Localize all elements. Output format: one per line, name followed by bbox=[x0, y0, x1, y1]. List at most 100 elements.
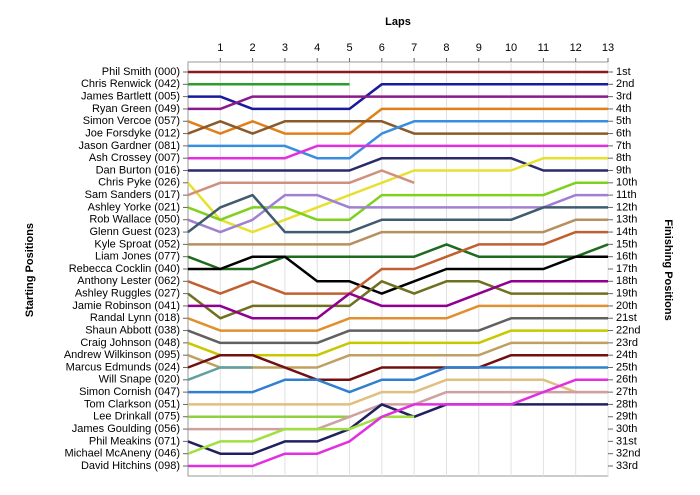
position-line bbox=[188, 95, 608, 111]
y2-tick-label: 30th bbox=[616, 423, 637, 435]
position-line bbox=[188, 144, 608, 160]
y2-tick-label: 31st bbox=[616, 435, 637, 447]
y2-tick-label: 22nd bbox=[616, 324, 640, 336]
driver-label: Jamie Robinson (041) bbox=[72, 300, 180, 312]
x-tick-label: 10 bbox=[505, 42, 517, 54]
position-line bbox=[187, 304, 608, 332]
y2-tick-label: 8th bbox=[616, 152, 631, 164]
driver-label: Andrew Wilkinson (095) bbox=[64, 349, 180, 361]
y2-tick-label: 2nd bbox=[616, 78, 634, 90]
y2-tick-label: 21st bbox=[616, 312, 637, 324]
driver-label: Shaun Abbott (038) bbox=[85, 324, 180, 336]
position-line bbox=[188, 378, 608, 406]
chart-title: Laps bbox=[385, 16, 411, 28]
position-line bbox=[187, 193, 608, 234]
position-line bbox=[187, 415, 415, 455]
driver-label: Anthony Lester (062) bbox=[77, 275, 180, 287]
position-line bbox=[187, 317, 608, 345]
position-line bbox=[188, 83, 608, 111]
y2-tick-label: 20th bbox=[616, 300, 637, 312]
driver-label: Simon Vercoe (057) bbox=[83, 115, 180, 127]
driver-label: Tom Clarkson (051) bbox=[84, 398, 180, 410]
position-line bbox=[188, 378, 608, 468]
position-line bbox=[188, 280, 608, 320]
driver-label: Liam Jones (077) bbox=[95, 251, 180, 263]
y2-tick-label: 33rd bbox=[616, 460, 638, 472]
position-line bbox=[187, 366, 253, 381]
x-tick-label: 8 bbox=[443, 42, 449, 54]
y2-tick-label: 6th bbox=[616, 127, 631, 139]
x-tick-label: 1 bbox=[217, 42, 223, 54]
y2-tick-label: 1st bbox=[616, 66, 631, 78]
y2-tick-label: 17th bbox=[616, 263, 637, 275]
driver-label: Kyle Sproat (052) bbox=[94, 238, 180, 250]
y2-tick-label: 9th bbox=[616, 164, 631, 176]
driver-label: Phil Meakins (071) bbox=[89, 435, 180, 447]
position-line bbox=[188, 156, 608, 172]
y-axis-label: Starting Positions bbox=[24, 223, 36, 317]
x-tick-label: 11 bbox=[538, 42, 549, 54]
driver-label: Ashley Ruggles (027) bbox=[75, 288, 180, 300]
position-line bbox=[187, 169, 415, 197]
y2-tick-label: 28th bbox=[616, 398, 637, 410]
position-line bbox=[187, 329, 608, 357]
driver-label: David Hitchins (098) bbox=[81, 460, 180, 472]
y2-tick-label: 29th bbox=[616, 411, 637, 423]
y2-tick-label: 13th bbox=[616, 214, 637, 226]
x-tick-label: 13 bbox=[602, 42, 614, 54]
driver-label: Phil Smith (000) bbox=[102, 66, 180, 78]
x-tick-label: 4 bbox=[314, 42, 320, 54]
position-line bbox=[187, 280, 608, 320]
position-line bbox=[187, 107, 608, 135]
driver-label: Rebecca Cocklin (040) bbox=[69, 263, 180, 275]
y2-tick-label: 5th bbox=[616, 115, 631, 127]
position-line bbox=[187, 341, 608, 369]
x-tick-label: 2 bbox=[250, 42, 256, 54]
driver-label: Chris Renwick (042) bbox=[81, 78, 180, 90]
y2-tick-label: 23rd bbox=[616, 337, 638, 349]
labels: 1 2 3 4 5 6 7 8 9 10 11 12 131st2nd3rd4th5th6th7th8t… bbox=[64, 42, 641, 472]
driver-label: Rob Wallace (050) bbox=[89, 214, 180, 226]
y2-tick-label: 10th bbox=[616, 177, 637, 189]
position-line bbox=[188, 218, 608, 246]
driver-label: Jason Gardner (081) bbox=[79, 140, 181, 152]
driver-label: Marcus Edmunds (024) bbox=[66, 361, 180, 373]
position-line bbox=[187, 230, 608, 295]
position-line bbox=[187, 353, 608, 382]
y2-tick-label: 32nd bbox=[616, 448, 640, 460]
y2-tick-label: 15th bbox=[616, 238, 637, 250]
driver-label: Ash Crossey (007) bbox=[89, 152, 180, 164]
y2-tick-label: 25th bbox=[616, 361, 637, 373]
driver-label: James Goulding (056) bbox=[72, 423, 180, 435]
x-tick-label: 5 bbox=[346, 42, 352, 54]
position-line bbox=[187, 243, 609, 271]
driver-label: Sam Sanders (017) bbox=[85, 189, 180, 201]
y2-tick-label: 12th bbox=[616, 201, 637, 213]
y2-tick-label: 11th bbox=[616, 189, 637, 201]
y2-tick-label: 3rd bbox=[616, 91, 632, 103]
y2-tick-label: 7th bbox=[616, 140, 631, 152]
driver-label: Dan Burton (016) bbox=[96, 164, 180, 176]
driver-label: Ashley Yorke (021) bbox=[88, 201, 180, 213]
driver-label: James Bartlett (005) bbox=[81, 91, 180, 103]
driver-label: Joe Forsdyke (012) bbox=[85, 127, 180, 139]
position-line bbox=[188, 366, 608, 394]
driver-label: Craig Johnson (048) bbox=[80, 337, 180, 349]
y2-tick-label: 4th bbox=[616, 103, 631, 115]
y2-tick-label: 19th bbox=[616, 288, 637, 300]
position-line bbox=[188, 120, 608, 160]
driver-label: Randal Lynn (018) bbox=[90, 312, 180, 324]
driver-label: Ryan Green (049) bbox=[92, 103, 180, 115]
driver-label: Chris Pyke (026) bbox=[98, 177, 180, 189]
x-tick-label: 7 bbox=[411, 42, 417, 54]
x-tick-label: 9 bbox=[476, 42, 482, 54]
y2-tick-label: 14th bbox=[616, 226, 637, 238]
driver-label: Will Snape (020) bbox=[99, 374, 180, 386]
lines bbox=[183, 70, 609, 468]
driver-label: Lee Drinkall (075) bbox=[93, 411, 180, 423]
y2-tick-label: 24th bbox=[616, 349, 637, 361]
driver-label: Michael McAneny (046) bbox=[64, 448, 180, 460]
position-line bbox=[187, 193, 608, 234]
driver-label: Glenn Guest (023) bbox=[90, 226, 181, 238]
